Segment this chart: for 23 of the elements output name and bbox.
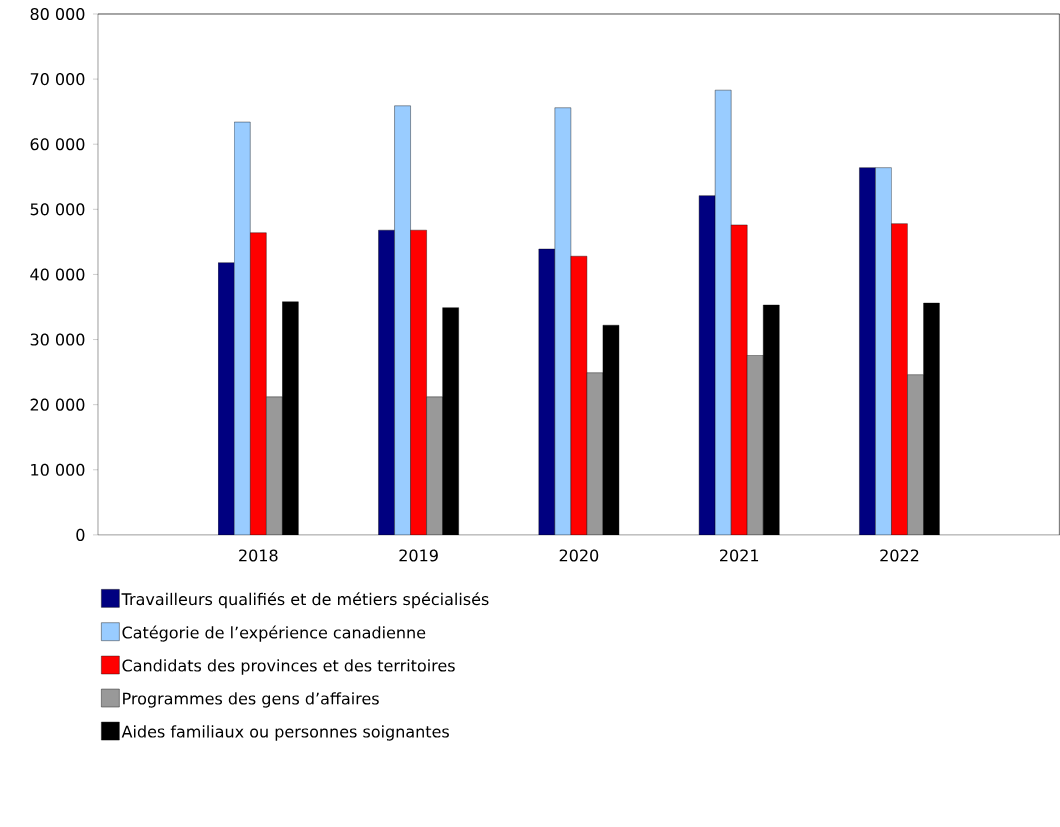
x-tick-label: 2021 xyxy=(720,549,759,562)
x-tick-label: 2019 xyxy=(399,549,438,562)
y-tick-label: 60 000 xyxy=(30,138,85,151)
legend-label: Catégorie de l’expérience canadienne xyxy=(122,625,426,642)
y-tick-label: 0 xyxy=(76,528,85,542)
x-tick-label: 2020 xyxy=(559,549,599,562)
y-tick-label: 50 000 xyxy=(30,203,85,216)
bar xyxy=(234,121,251,535)
legend-label: Aides familiaux ou personnes soignantes xyxy=(121,725,449,741)
x-tick-label: 2018 xyxy=(239,549,278,562)
legend-label: Programmes des gens d’affaires xyxy=(123,692,379,708)
bar xyxy=(875,167,892,535)
y-tick-label: 40 000 xyxy=(30,268,85,281)
legend-label: Candidats des provinces et des territoires xyxy=(122,659,455,675)
bar xyxy=(394,105,411,535)
y-tick-label: 80 000 xyxy=(30,8,85,21)
legend-label: Travailleurs qualifiés et de métiers spécialisés xyxy=(121,592,489,609)
y-tick-label: 10 000 xyxy=(31,463,85,476)
bar xyxy=(714,90,732,535)
x-tick-label: 2022 xyxy=(880,549,919,562)
y-tick-label: 70 000 xyxy=(30,73,85,86)
y-tick-label: 20 000 xyxy=(30,398,85,411)
y-tick-label: 30 000 xyxy=(30,333,85,346)
